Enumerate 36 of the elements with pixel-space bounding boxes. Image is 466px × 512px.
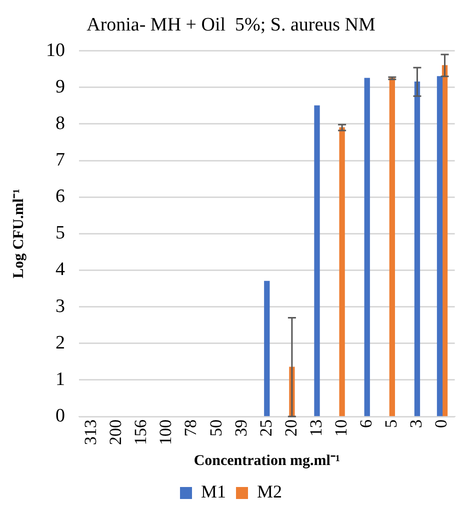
y-tick-label: 9 [56,76,65,98]
x-tick-label: 10 [332,420,351,436]
x-tick-label: 20 [281,420,300,436]
x-tick-label: 6 [356,420,376,428]
y-tick-label: 7 [56,149,65,170]
x-tick-label: 100 [156,420,176,445]
y-tick-label: 6 [56,186,65,208]
x-tick-label: 25 [256,420,276,436]
y-tick-label: 10 [46,40,65,61]
bar [389,78,395,416]
y-tick-label: 1 [56,368,65,390]
x-tick-label: 3 [406,420,426,428]
y-tick-label: 4 [56,259,66,280]
x-tick-label: 156 [131,420,150,445]
x-tick-label: 39 [231,420,250,436]
y-axis-title: Log CFU.ml⁻¹ [10,188,27,278]
y-tick-label: 8 [56,112,65,134]
y-tick-label: 2 [56,332,65,354]
x-tick-label: 313 [80,420,100,445]
legend-label: M2 [257,482,282,502]
x-tick-label: 50 [206,420,226,436]
y-tick-label: 3 [56,296,65,317]
x-axis-title: Concentration mg.ml⁻¹ [194,452,340,469]
chart-title: Aronia- MH + Oil 5%; S. aureus NM [86,14,376,36]
x-tick-label: 5 [382,420,401,428]
x-tick-label: 200 [106,420,126,445]
x-tick-label: 13 [306,420,326,436]
bar [414,82,420,416]
legend-label: M1 [200,482,226,502]
bar [314,105,320,416]
bar [364,78,370,416]
y-tick-label: 5 [56,222,65,244]
x-tick-label: 78 [181,420,200,436]
bar [339,127,345,416]
bar [264,280,270,416]
x-tick-label: 0 [432,420,451,428]
